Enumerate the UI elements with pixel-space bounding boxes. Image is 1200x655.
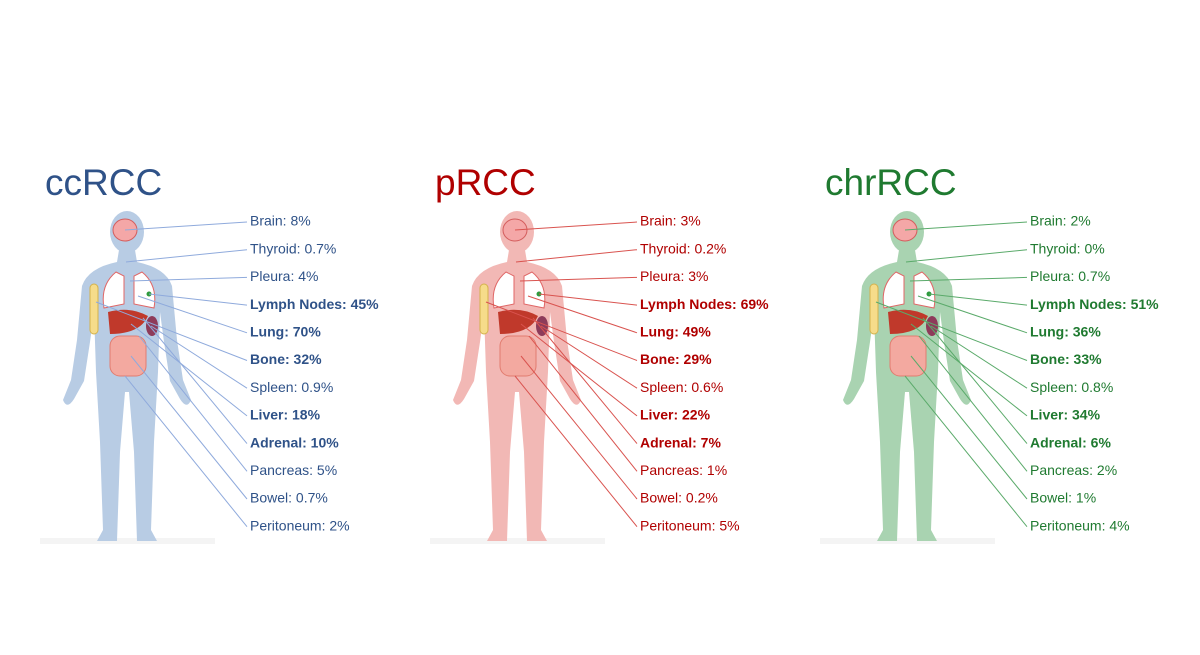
leader-line bbox=[95, 301, 248, 361]
panel: pRCC Brain: 3% Thyroid: 0.2% Pleura: 3% Lymp… bbox=[430, 162, 769, 544]
site-label: Bone: 32% bbox=[250, 351, 322, 367]
site-label: Spleen: 0.9% bbox=[250, 379, 333, 395]
leader-line bbox=[917, 295, 1028, 334]
leader-line bbox=[148, 293, 248, 306]
leader-line bbox=[137, 295, 248, 334]
leader-line bbox=[928, 293, 1028, 306]
site-label: Brain: 2% bbox=[1030, 213, 1091, 229]
site-label: Lymph Nodes: 69% bbox=[640, 296, 769, 312]
leader-line bbox=[922, 317, 1028, 444]
bone bbox=[479, 283, 489, 335]
site-label: Liver: 34% bbox=[1030, 407, 1101, 423]
site-label: Thyroid: 0% bbox=[1030, 240, 1105, 256]
leader-line bbox=[515, 249, 638, 263]
spleen bbox=[536, 316, 548, 336]
leader-line bbox=[540, 325, 638, 389]
intestine bbox=[889, 335, 927, 377]
leader-line bbox=[904, 375, 1028, 528]
leader-line bbox=[124, 221, 248, 231]
site-label: Liver: 18% bbox=[250, 407, 321, 423]
site-label: Brain: 8% bbox=[250, 213, 311, 229]
leader-line bbox=[905, 249, 1028, 263]
leader-line bbox=[909, 276, 1028, 282]
spleen bbox=[926, 316, 938, 336]
leader-line bbox=[875, 301, 1028, 361]
leader-line bbox=[130, 323, 248, 417]
panel: chrRCC Brain: 2% Thyroid: 0% Pleura: 0.7% Ly… bbox=[820, 162, 1159, 544]
body bbox=[453, 250, 581, 541]
site-label: Pancreas: 5% bbox=[250, 462, 337, 478]
bone bbox=[869, 283, 879, 335]
leader-line bbox=[514, 375, 638, 528]
panel-title: ccRCC bbox=[45, 162, 162, 203]
leader-line bbox=[150, 325, 248, 389]
floor-shadow bbox=[430, 538, 605, 544]
leader-line bbox=[124, 375, 248, 528]
bone bbox=[89, 283, 99, 335]
site-label: Bone: 33% bbox=[1030, 351, 1102, 367]
site-label: Bowel: 0.7% bbox=[250, 490, 328, 506]
floor-shadow bbox=[820, 538, 995, 544]
panel-title: pRCC bbox=[435, 162, 536, 203]
site-label: Lymph Nodes: 45% bbox=[250, 296, 379, 312]
leader-line bbox=[125, 249, 248, 263]
liver bbox=[108, 309, 148, 334]
site-label: Spleen: 0.6% bbox=[640, 379, 723, 395]
site-label: Bone: 29% bbox=[640, 351, 712, 367]
liver bbox=[498, 309, 538, 334]
leader-line bbox=[129, 276, 248, 282]
leader-line bbox=[519, 276, 638, 282]
site-label: Pancreas: 2% bbox=[1030, 462, 1117, 478]
leader-line bbox=[528, 335, 638, 472]
floor-shadow bbox=[40, 538, 215, 544]
spleen bbox=[146, 316, 158, 336]
leader-line bbox=[910, 323, 1028, 417]
site-label: Thyroid: 0.7% bbox=[250, 240, 336, 256]
leader-line bbox=[930, 325, 1028, 389]
leader-line bbox=[910, 355, 1028, 500]
leader-line bbox=[138, 335, 248, 472]
site-label: Bowel: 1% bbox=[1030, 490, 1096, 506]
panel-title: chrRCC bbox=[825, 162, 957, 203]
site-label: Lung: 36% bbox=[1030, 324, 1101, 340]
leader-line bbox=[918, 335, 1028, 472]
leader-line bbox=[538, 293, 638, 306]
intestine bbox=[499, 335, 537, 377]
site-label: Peritoneum: 5% bbox=[640, 517, 740, 533]
leader-line bbox=[904, 221, 1028, 231]
leader-line bbox=[485, 301, 638, 361]
liver bbox=[888, 309, 928, 334]
body bbox=[843, 250, 971, 541]
leader-line bbox=[532, 317, 638, 444]
site-label: Lymph Nodes: 51% bbox=[1030, 296, 1159, 312]
site-label: Peritoneum: 4% bbox=[1030, 517, 1130, 533]
site-label: Lung: 49% bbox=[640, 324, 711, 340]
site-label: Pancreas: 1% bbox=[640, 462, 727, 478]
site-label: Adrenal: 6% bbox=[1030, 434, 1111, 450]
site-label: Adrenal: 10% bbox=[250, 434, 339, 450]
site-label: Pleura: 4% bbox=[250, 268, 318, 284]
site-label: Peritoneum: 2% bbox=[250, 517, 350, 533]
body bbox=[63, 250, 191, 541]
intestine bbox=[109, 335, 147, 377]
panel: ccRCC Brain: 8% Thyroid: 0.7% Pleura: 4% Lym… bbox=[40, 162, 379, 544]
site-label: Pleura: 0.7% bbox=[1030, 268, 1110, 284]
site-label: Bowel: 0.2% bbox=[640, 490, 718, 506]
site-label: Adrenal: 7% bbox=[640, 434, 721, 450]
site-label: Pleura: 3% bbox=[640, 268, 708, 284]
leader-line bbox=[520, 355, 638, 500]
leader-line bbox=[130, 355, 248, 500]
site-label: Thyroid: 0.2% bbox=[640, 240, 726, 256]
leader-line bbox=[520, 323, 638, 417]
site-label: Spleen: 0.8% bbox=[1030, 379, 1113, 395]
leader-line bbox=[142, 317, 248, 444]
site-label: Brain: 3% bbox=[640, 213, 701, 229]
site-label: Liver: 22% bbox=[640, 407, 711, 423]
leader-line bbox=[514, 221, 638, 231]
leader-line bbox=[527, 295, 638, 334]
site-label: Lung: 70% bbox=[250, 324, 321, 340]
